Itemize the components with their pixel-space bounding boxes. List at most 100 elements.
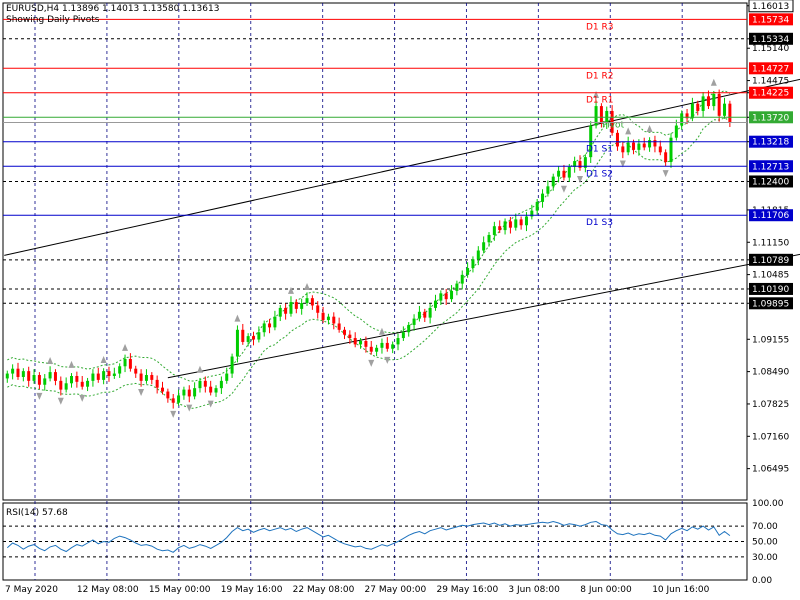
top-price-tag-text: 1.16013 — [752, 2, 789, 12]
candle-body — [251, 336, 255, 340]
candle-body — [680, 113, 684, 126]
candle-body — [139, 373, 143, 381]
candle-body — [193, 388, 197, 397]
candle-body — [300, 303, 304, 309]
candle-body — [134, 368, 138, 374]
candle-body — [144, 375, 148, 381]
candle-body — [230, 356, 234, 374]
candle-body — [177, 395, 181, 403]
candle-body — [685, 113, 689, 119]
candle-body — [514, 219, 518, 228]
rsi-tick-label: 100.00 — [752, 499, 784, 509]
fractal-up-marker — [68, 360, 75, 368]
envelope-upper — [7, 90, 731, 382]
candle-body — [273, 316, 277, 328]
candle-body — [460, 274, 464, 284]
fractal-down-marker — [79, 394, 86, 402]
level-price-tag-text: 1.12400 — [752, 177, 789, 187]
candle-body — [669, 137, 673, 163]
symbol-info: EURUSD,H4 1.13896 1.14013 1.13580 1.1361… — [6, 4, 220, 14]
candle-body — [225, 373, 229, 381]
candle-body — [326, 316, 330, 321]
candle-body — [594, 106, 598, 126]
candle-body — [658, 146, 662, 153]
candle-body — [241, 329, 245, 342]
rsi-tick-label: 30.00 — [752, 553, 778, 563]
fractal-down-marker — [619, 160, 626, 168]
candle-body — [466, 268, 470, 275]
candle-body — [439, 293, 443, 301]
x-tick-label: 19 May 16:00 — [221, 585, 283, 595]
candle-body — [546, 186, 550, 194]
candle-body — [171, 398, 175, 403]
candle-body — [690, 103, 694, 119]
candle-body — [482, 242, 486, 251]
candle-body — [86, 380, 90, 387]
y-tick-label: 1.11150 — [752, 238, 789, 248]
fractal-up-marker — [287, 286, 294, 294]
pivot-price-tag — [749, 86, 793, 99]
rsi-tick-label: 70.00 — [752, 522, 778, 532]
candle-body — [102, 371, 106, 380]
pivot-price-tag-text: 1.13720 — [752, 113, 789, 123]
candle-body — [91, 373, 95, 381]
pivot-label: D1 S2 — [586, 169, 613, 179]
candle-body — [401, 332, 405, 339]
fractal-down-marker — [368, 359, 375, 367]
candle-body — [610, 110, 614, 133]
candle-body — [369, 346, 373, 352]
level-price-tag — [749, 297, 793, 310]
x-tick-label: 12 May 08:00 — [77, 585, 139, 595]
candle-body — [621, 146, 625, 153]
y-tick-label: 1.10485 — [752, 271, 789, 281]
candle-body — [471, 259, 475, 269]
candle-body — [198, 380, 202, 389]
candle-body — [380, 342, 384, 348]
fractal-up-marker — [378, 327, 385, 335]
x-tick-label: 8 Jun 00:00 — [580, 585, 632, 595]
y-tick-label: 1.07160 — [752, 432, 789, 442]
candle-body — [294, 302, 298, 309]
x-tick-label: 3 Jun 08:00 — [508, 585, 560, 595]
pivot-label: D1 S1 — [586, 145, 613, 155]
candle-body — [166, 391, 170, 399]
y-tick-label: 1.08490 — [752, 368, 789, 378]
pivot-price-tag — [749, 62, 793, 75]
y-tick-label: 1.07825 — [752, 400, 789, 410]
fractal-up-marker — [646, 124, 653, 132]
candle-body — [492, 226, 496, 235]
rsi-line — [6, 520, 731, 553]
level-price-tag — [749, 282, 793, 295]
candle-body — [706, 96, 710, 107]
price-panel-frame — [2, 2, 748, 501]
candle-body — [444, 293, 448, 300]
candle-body — [385, 342, 389, 349]
candle-body — [305, 298, 309, 304]
pivot-price-tag-text: 1.11706 — [752, 211, 789, 221]
candle-body — [268, 323, 272, 328]
pivot-price-tag-text: 1.14727 — [752, 64, 789, 74]
fractal-down-marker — [138, 389, 145, 397]
pivot-label: D1 S3 — [586, 218, 613, 228]
candle-body — [278, 307, 282, 317]
candle-body — [626, 142, 630, 153]
fractal-down-marker — [577, 176, 584, 184]
candle-body — [321, 312, 325, 321]
pivot-label: D1 R1 — [586, 96, 614, 106]
fractal-up-marker — [593, 90, 600, 98]
envelope-lower — [7, 117, 731, 409]
candle-body — [519, 219, 523, 226]
candle-body — [642, 143, 646, 148]
pivot-price-tag — [749, 111, 793, 124]
pivot-price-tag — [749, 209, 793, 222]
candle-body — [53, 372, 57, 381]
candle-body — [541, 193, 545, 202]
fractal-up-marker — [625, 127, 632, 135]
fractal-up-marker — [196, 365, 203, 373]
candle-body — [203, 380, 207, 387]
candle-body — [359, 340, 363, 345]
level-price-tag-text: 1.10789 — [752, 256, 789, 266]
x-tick-label: 15 May 00:00 — [149, 585, 211, 595]
pivot-price-tag-text: 1.12713 — [752, 162, 789, 172]
candle-body — [524, 216, 528, 226]
